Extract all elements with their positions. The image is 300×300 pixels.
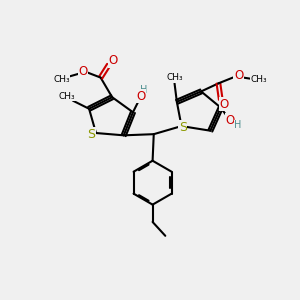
Text: O: O bbox=[109, 54, 118, 68]
Text: CH₃: CH₃ bbox=[59, 92, 75, 100]
Text: O: O bbox=[234, 70, 243, 83]
Text: S: S bbox=[178, 121, 187, 134]
Text: CH₃: CH₃ bbox=[53, 75, 70, 84]
Text: CH₃: CH₃ bbox=[166, 73, 183, 82]
Text: H: H bbox=[140, 85, 147, 94]
Text: S: S bbox=[87, 128, 95, 141]
Text: CH₃: CH₃ bbox=[250, 75, 267, 84]
Text: O: O bbox=[78, 65, 88, 78]
Text: O: O bbox=[220, 98, 229, 111]
Text: O: O bbox=[225, 114, 235, 127]
Text: O: O bbox=[136, 90, 146, 103]
Text: H: H bbox=[234, 120, 242, 130]
